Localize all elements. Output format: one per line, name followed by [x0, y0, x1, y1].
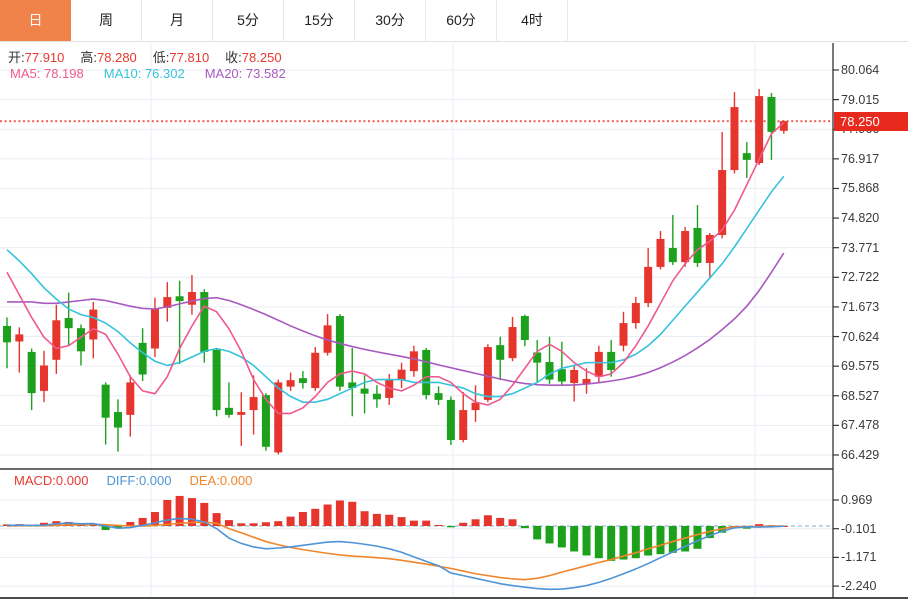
low-label: 低: — [152, 50, 170, 65]
tab-5分[interactable]: 5分 — [213, 0, 284, 41]
macd-value: 0.000 — [55, 473, 89, 488]
macd-axis-tick: -2.240 — [841, 579, 877, 594]
price-axis-tick: 71.673 — [841, 299, 880, 314]
last-price-tag: 78.250 — [834, 111, 908, 131]
high-value: 78.280 — [97, 50, 137, 65]
ma10-value: 76.302 — [144, 66, 185, 81]
price-axis-tick: 76.917 — [841, 151, 880, 166]
ma10-label: MA10: 76.302 — [103, 66, 185, 81]
tab-4时[interactable]: 4时 — [497, 0, 568, 41]
tab-周[interactable]: 周 — [71, 0, 142, 41]
price-axis-tick: 72.722 — [841, 270, 880, 285]
open-value: 77.910 — [24, 50, 65, 65]
tab-30分[interactable]: 30分 — [355, 0, 426, 41]
tab-月[interactable]: 月 — [142, 0, 213, 41]
price-axis-tick: 66.429 — [841, 447, 880, 462]
diff-value: 0.000 — [138, 473, 172, 488]
tab-15分[interactable]: 15分 — [284, 0, 355, 41]
ma20-label: MA20: 73.582 — [204, 66, 286, 81]
price-axis-tick: 80.064 — [841, 62, 880, 77]
ohlc-readout: 开:77.910 高:78.280 低:77.810 收:78.250 — [8, 47, 298, 66]
macd-readout: MACD:0.000 DIFF:0.000 DEA:0.000 — [14, 473, 270, 488]
price-axis-tick: 69.575 — [841, 359, 880, 374]
ma5-value: 78.198 — [43, 66, 84, 81]
price-axis-tick: 73.771 — [841, 240, 880, 255]
tab-60分[interactable]: 60分 — [426, 0, 497, 41]
low-value: 77.810 — [169, 50, 210, 65]
price-axis-tick: 70.624 — [841, 329, 880, 344]
diff-label: DIFF:0.000 — [106, 473, 172, 488]
price-axis-tick: 68.527 — [841, 388, 880, 403]
price-axis-tick: 67.478 — [841, 418, 880, 433]
open-label: 开: — [8, 50, 25, 65]
price-axis-tick: 75.868 — [841, 181, 880, 196]
price-axis-tick: 79.015 — [841, 92, 880, 107]
ma5-label: MA5: 78.198 — [10, 66, 84, 81]
dea-value: 0.000 — [219, 473, 253, 488]
ma-readout: MA5: 78.198 MA10: 76.302 MA20: 73.582 — [10, 66, 306, 81]
ma20-value: 73.582 — [245, 66, 286, 81]
timeframe-tabbar: 日周月 5分 15分 30分 60分 4时 — [0, 0, 908, 42]
dea-label: DEA:0.000 — [189, 473, 253, 488]
macd-label: MACD:0.000 — [14, 473, 89, 488]
price-axis-tick: 74.820 — [841, 211, 880, 226]
macd-axis-tick: 0.969 — [841, 492, 873, 507]
tab-日[interactable]: 日 — [0, 0, 71, 41]
macd-axis-tick: -1.171 — [841, 550, 877, 565]
close-label: 收: — [225, 50, 242, 65]
macd-axis-tick: -0.101 — [841, 521, 877, 536]
high-label: 高: — [80, 50, 98, 65]
close-value: 78.250 — [241, 50, 282, 65]
